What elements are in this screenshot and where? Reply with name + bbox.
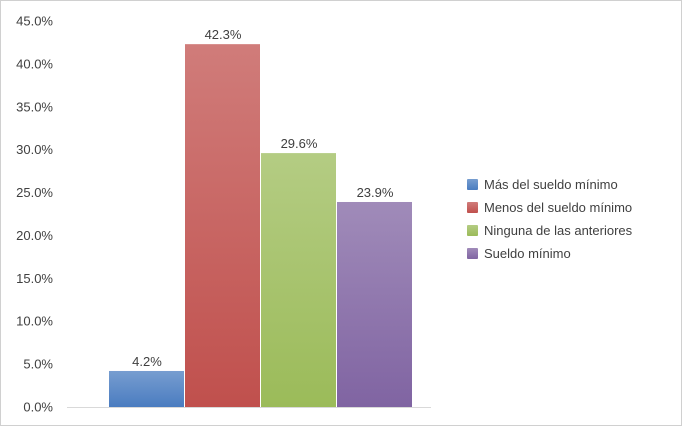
y-axis: 0.0% 5.0% 10.0% 15.0% 20.0% 25.0% 30.0% 35.0% 40… (16, 14, 431, 415)
y-tick-label: 5.0% (23, 357, 53, 372)
legend-label: Menos del sueldo mínimo (484, 200, 633, 215)
data-label: 42.3% (205, 27, 242, 42)
legend-item-menos-del-sueldo-minimo: Menos del sueldo mínimo (467, 196, 632, 219)
data-label: 23.9% (357, 185, 394, 200)
legend-item-mas-del-sueldo-minimo: Más del sueldo mínimo (467, 173, 632, 196)
legend-swatch (467, 179, 478, 190)
y-tick-label: 30.0% (16, 142, 53, 157)
y-tick-label: 35.0% (16, 99, 53, 114)
bars (109, 44, 412, 407)
data-labels: 4.2% 42.3% 29.6% 23.9% (132, 27, 394, 369)
y-tick-label: 25.0% (16, 185, 53, 200)
y-tick-label: 20.0% (16, 228, 53, 243)
legend-label: Ninguna de las anteriores (484, 223, 633, 238)
y-tick-label: 40.0% (16, 56, 53, 71)
bar-2 (185, 44, 260, 407)
legend: Más del sueldo mínimo Menos del sueldo m… (467, 173, 632, 265)
y-tick-label: 0.0% (23, 400, 53, 415)
legend-label: Más del sueldo mínimo (484, 177, 618, 192)
legend-item-sueldo-minimo: Sueldo mínimo (467, 242, 632, 265)
bar-4 (337, 201, 412, 407)
data-label: 29.6% (281, 136, 318, 151)
legend-swatch (467, 202, 478, 213)
legend-item-ninguna-de-las-anteriores: Ninguna de las anteriores (467, 219, 632, 242)
legend-label: Sueldo mínimo (484, 246, 571, 261)
y-tick-label: 45.0% (16, 14, 53, 29)
bar-1 (109, 370, 184, 407)
y-tick-label: 10.0% (16, 314, 53, 329)
data-label: 4.2% (132, 354, 162, 369)
bar-3 (261, 153, 336, 407)
y-tick-label: 15.0% (16, 271, 53, 286)
legend-swatch (467, 225, 478, 236)
legend-swatch (467, 248, 478, 259)
